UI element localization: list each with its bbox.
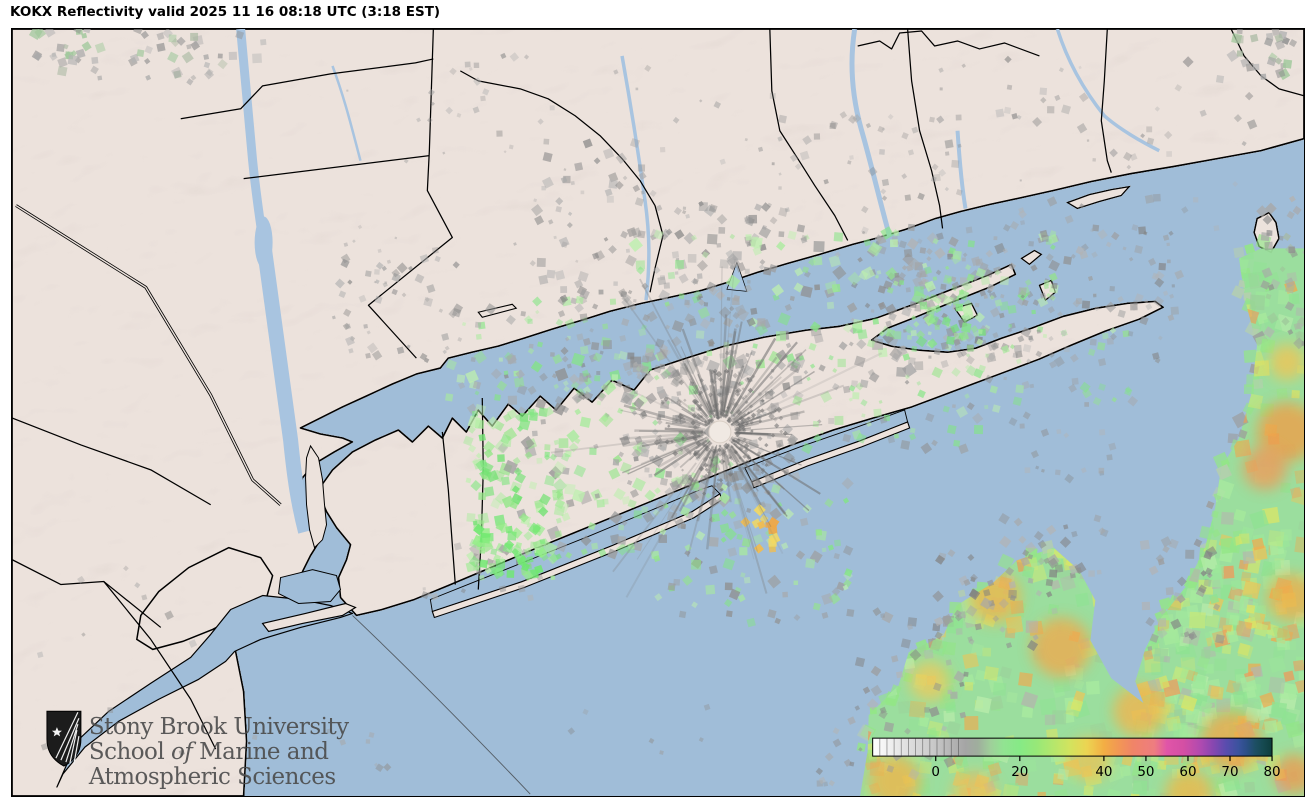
colorbar-tick-label: 40 — [1095, 764, 1112, 780]
border-ct-ri — [1100, 29, 1112, 173]
echo-cluster — [786, 321, 984, 455]
echo-cluster — [331, 253, 464, 363]
haverstraw-bay — [254, 216, 273, 269]
sbu-star — [51, 727, 62, 737]
connecticut-river — [849, 29, 893, 238]
echo-cluster — [36, 610, 258, 756]
echo-cluster — [1139, 536, 1225, 663]
sbu-shield-icon — [46, 710, 82, 767]
border-fairfield — [460, 70, 664, 293]
echo-cluster — [1008, 411, 1117, 484]
echo-cluster — [998, 512, 1109, 579]
border-queens-nassau — [441, 431, 456, 585]
echo-cluster — [557, 279, 756, 404]
echo-cluster — [326, 728, 392, 773]
echo-cluster — [77, 565, 148, 637]
echo-cluster — [995, 55, 1258, 241]
echo-cluster — [529, 137, 649, 310]
echo-cluster — [769, 111, 973, 235]
sbu-rays — [55, 711, 80, 765]
rockaway-spit — [261, 602, 357, 633]
echo-cluster — [28, 29, 106, 81]
border-ct-west — [367, 29, 453, 359]
colorbar-bar — [872, 737, 1273, 757]
echo-cluster — [567, 703, 711, 755]
radar-map: 0 20 40 50 60 70 80 Stony Brook University — [11, 28, 1305, 797]
echo-cluster — [128, 29, 267, 86]
border-newhaven-middlesex — [769, 29, 849, 241]
border-putnam — [243, 155, 430, 180]
echo-cluster — [1256, 195, 1304, 350]
border-nj-2 — [12, 559, 162, 628]
echo-cluster — [940, 326, 1139, 413]
border-hartford-notch — [857, 30, 1040, 57]
echo-layer — [28, 29, 1304, 787]
echo-cluster — [915, 295, 986, 349]
sbu-logo-line1: Stony Brook University — [89, 714, 349, 740]
colorbar: 0 20 40 50 60 70 80 — [872, 737, 1281, 780]
echo-cluster — [427, 52, 555, 150]
echo-cluster — [815, 727, 863, 787]
radar-map-svg: 0 20 40 50 60 70 80 Stony Brook University — [12, 29, 1304, 796]
norwalk-islands — [477, 303, 518, 318]
border-nj-3 — [103, 581, 217, 750]
border-middlesex-newlondon — [906, 29, 944, 229]
echo-cluster — [1226, 29, 1298, 81]
plum-island — [1020, 249, 1043, 266]
pawcatuck-river — [1055, 29, 1161, 153]
echo-cluster — [1057, 224, 1185, 322]
radar-center-spokes — [550, 258, 883, 598]
map-title: KOKX Reflectivity valid 2025 11 16 08:18… — [10, 4, 441, 20]
housatonic-river — [620, 55, 651, 301]
hudson-river-lower — [257, 249, 313, 534]
echo-cluster — [471, 522, 548, 581]
border-ny-nj-inner — [15, 204, 282, 506]
echo-cluster — [343, 61, 724, 299]
sbu-logo-line2: School of Marine and — [89, 739, 329, 765]
thames-river — [955, 130, 968, 209]
colorbar-tick-label: 60 — [1179, 764, 1196, 780]
sbu-logo-line3: Atmospheric Sciences — [88, 764, 336, 790]
colorbar-tick-label: 70 — [1221, 764, 1238, 780]
jamaica-bay — [278, 569, 342, 605]
echo-cluster — [740, 503, 781, 554]
border-hudson-cross — [180, 58, 434, 120]
colorbar-tick-label: 0 — [931, 764, 940, 780]
channel-line — [352, 615, 531, 795]
echo-cluster — [892, 228, 1059, 311]
colorbar-tick-label: 20 — [1011, 764, 1028, 780]
manhattan — [305, 444, 328, 549]
upstate-river — [331, 65, 362, 161]
borders-layer — [12, 29, 1304, 750]
fishers-island — [1065, 185, 1132, 210]
border-nj-1 — [12, 417, 212, 506]
colorbar-tick-label: 50 — [1137, 764, 1154, 780]
sbu-logo: Stony Brook University School of Marine … — [46, 710, 350, 790]
colorbar-tick-label: 80 — [1263, 764, 1280, 780]
echo-cluster — [1013, 282, 1163, 369]
staten-island — [135, 546, 274, 651]
